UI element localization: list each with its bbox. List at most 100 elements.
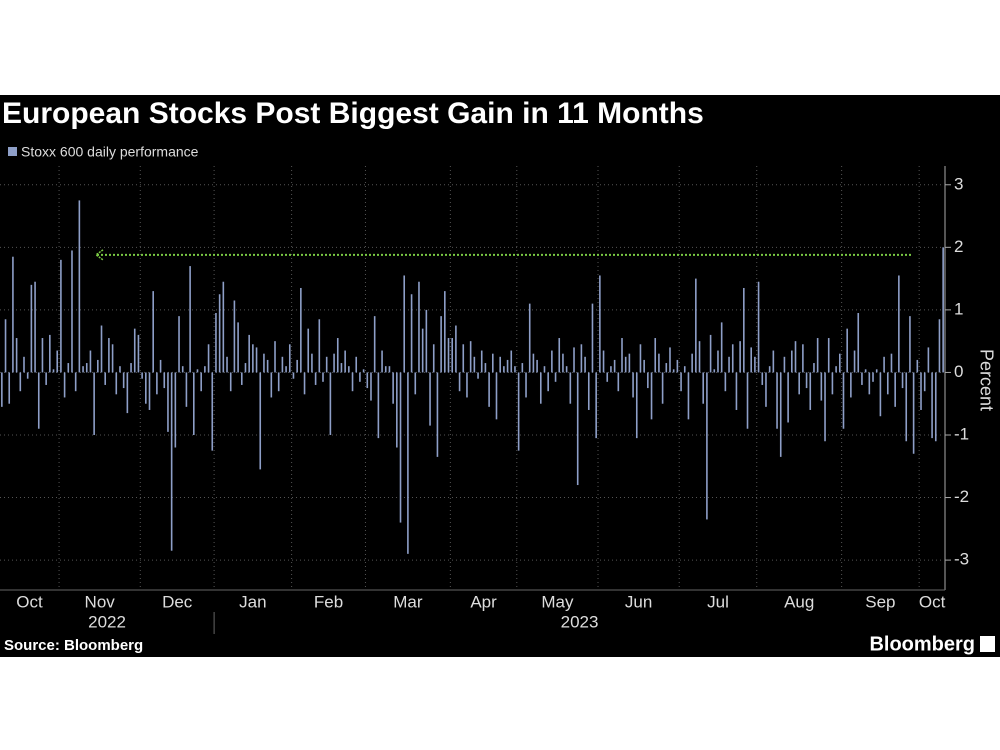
- bar: [643, 359, 645, 373]
- bar: [920, 372, 922, 410]
- bar: [846, 328, 848, 373]
- bar: [237, 322, 239, 373]
- bar: [743, 287, 745, 373]
- bar: [60, 259, 62, 373]
- bar: [255, 347, 258, 373]
- bar: [879, 372, 882, 417]
- bar: [373, 316, 376, 373]
- bar: [300, 287, 302, 373]
- bar: [772, 350, 775, 373]
- bar: [746, 372, 749, 429]
- legend-swatch: [8, 147, 17, 156]
- bar: [647, 372, 649, 389]
- bar: [451, 338, 453, 373]
- bar: [218, 294, 221, 373]
- bar: [477, 372, 479, 379]
- bar: [624, 356, 627, 373]
- bar: [462, 344, 465, 373]
- bar: [838, 353, 841, 373]
- bar: [185, 372, 188, 407]
- bar: [787, 372, 789, 423]
- bar: [691, 353, 693, 373]
- bar: [621, 338, 623, 373]
- bar: [314, 372, 317, 385]
- bar: [894, 372, 896, 407]
- bar: [680, 372, 682, 392]
- bar: [388, 366, 391, 373]
- bar: [285, 366, 287, 373]
- bar: [506, 359, 509, 373]
- bar: [137, 334, 140, 373]
- bar: [141, 372, 143, 379]
- bar: [281, 356, 284, 373]
- bar: [71, 250, 73, 373]
- bar: [883, 356, 885, 373]
- bar: [584, 356, 586, 373]
- bar: [4, 319, 7, 373]
- bar: [111, 344, 114, 373]
- bar: [488, 372, 490, 407]
- bar: [875, 369, 878, 373]
- x-tick-label: Jan: [239, 592, 266, 611]
- bar: [34, 281, 36, 373]
- bar: [783, 356, 786, 373]
- bar: [510, 350, 513, 373]
- bar: [868, 372, 871, 395]
- bar: [333, 353, 335, 373]
- bar: [606, 372, 609, 382]
- bar: [159, 359, 162, 373]
- bar: [480, 350, 483, 373]
- bar: [115, 372, 118, 395]
- bar: [931, 372, 933, 439]
- bar: [761, 372, 764, 385]
- bar: [820, 372, 823, 401]
- bar: [591, 303, 594, 373]
- bar: [421, 328, 424, 373]
- bar: [74, 372, 77, 392]
- x-tick-label: May: [541, 592, 574, 611]
- bar: [85, 363, 88, 373]
- bar: [359, 372, 361, 382]
- bar: [853, 350, 856, 373]
- bar: [650, 372, 653, 420]
- bar: [850, 372, 852, 398]
- bar: [348, 366, 350, 373]
- bar: [414, 372, 417, 395]
- bar: [898, 275, 900, 373]
- bar: [768, 366, 771, 373]
- bar: [916, 359, 919, 373]
- bar: [244, 363, 247, 373]
- bar: [824, 372, 826, 442]
- bar: [119, 366, 121, 373]
- bar: [252, 344, 254, 373]
- bar: [222, 281, 225, 373]
- bar: [517, 372, 520, 451]
- bar: [864, 369, 867, 373]
- bar: [126, 372, 129, 414]
- bar: [857, 313, 860, 373]
- bar: [263, 353, 265, 373]
- bar: [458, 372, 461, 392]
- bar: [440, 316, 442, 373]
- bar: [495, 372, 498, 420]
- bar: [576, 372, 579, 486]
- bar: [410, 294, 413, 373]
- source: Source: Bloomberg: [4, 637, 143, 654]
- bar: [23, 356, 25, 373]
- bar: [78, 200, 81, 373]
- bar: [676, 359, 679, 373]
- bar: [469, 341, 472, 373]
- bar: [318, 319, 321, 373]
- bar: [672, 369, 675, 373]
- bar: [687, 372, 690, 420]
- bar: [532, 353, 535, 373]
- x-tick-label: Sep: [865, 592, 895, 611]
- bar: [288, 344, 291, 373]
- bar: [602, 350, 605, 373]
- bar: [698, 341, 701, 373]
- bar: [639, 344, 642, 373]
- bar: [934, 372, 937, 442]
- bar: [196, 369, 199, 373]
- bar: [635, 372, 638, 439]
